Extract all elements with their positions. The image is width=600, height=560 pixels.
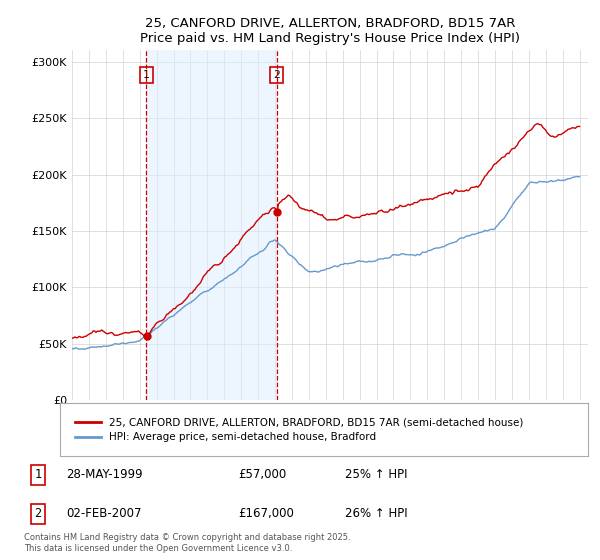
Text: 2: 2	[273, 70, 280, 80]
Text: 26% ↑ HPI: 26% ↑ HPI	[346, 507, 408, 520]
Text: 1: 1	[143, 70, 150, 80]
Title: 25, CANFORD DRIVE, ALLERTON, BRADFORD, BD15 7AR
Price paid vs. HM Land Registry': 25, CANFORD DRIVE, ALLERTON, BRADFORD, B…	[140, 17, 520, 45]
Text: £57,000: £57,000	[238, 468, 287, 481]
Text: 02-FEB-2007: 02-FEB-2007	[66, 507, 142, 520]
Text: 25% ↑ HPI: 25% ↑ HPI	[346, 468, 408, 481]
Bar	[146, 50, 277, 400]
Text: £167,000: £167,000	[238, 507, 294, 520]
Text: 28-MAY-1999: 28-MAY-1999	[66, 468, 143, 481]
Text: 2: 2	[35, 507, 41, 520]
Text: Contains HM Land Registry data © Crown copyright and database right 2025.
This d: Contains HM Land Registry data © Crown c…	[24, 533, 350, 553]
Legend: 25, CANFORD DRIVE, ALLERTON, BRADFORD, BD15 7AR (semi-detached house), HPI: Aver: 25, CANFORD DRIVE, ALLERTON, BRADFORD, B…	[70, 413, 527, 446]
Text: 1: 1	[35, 468, 41, 481]
